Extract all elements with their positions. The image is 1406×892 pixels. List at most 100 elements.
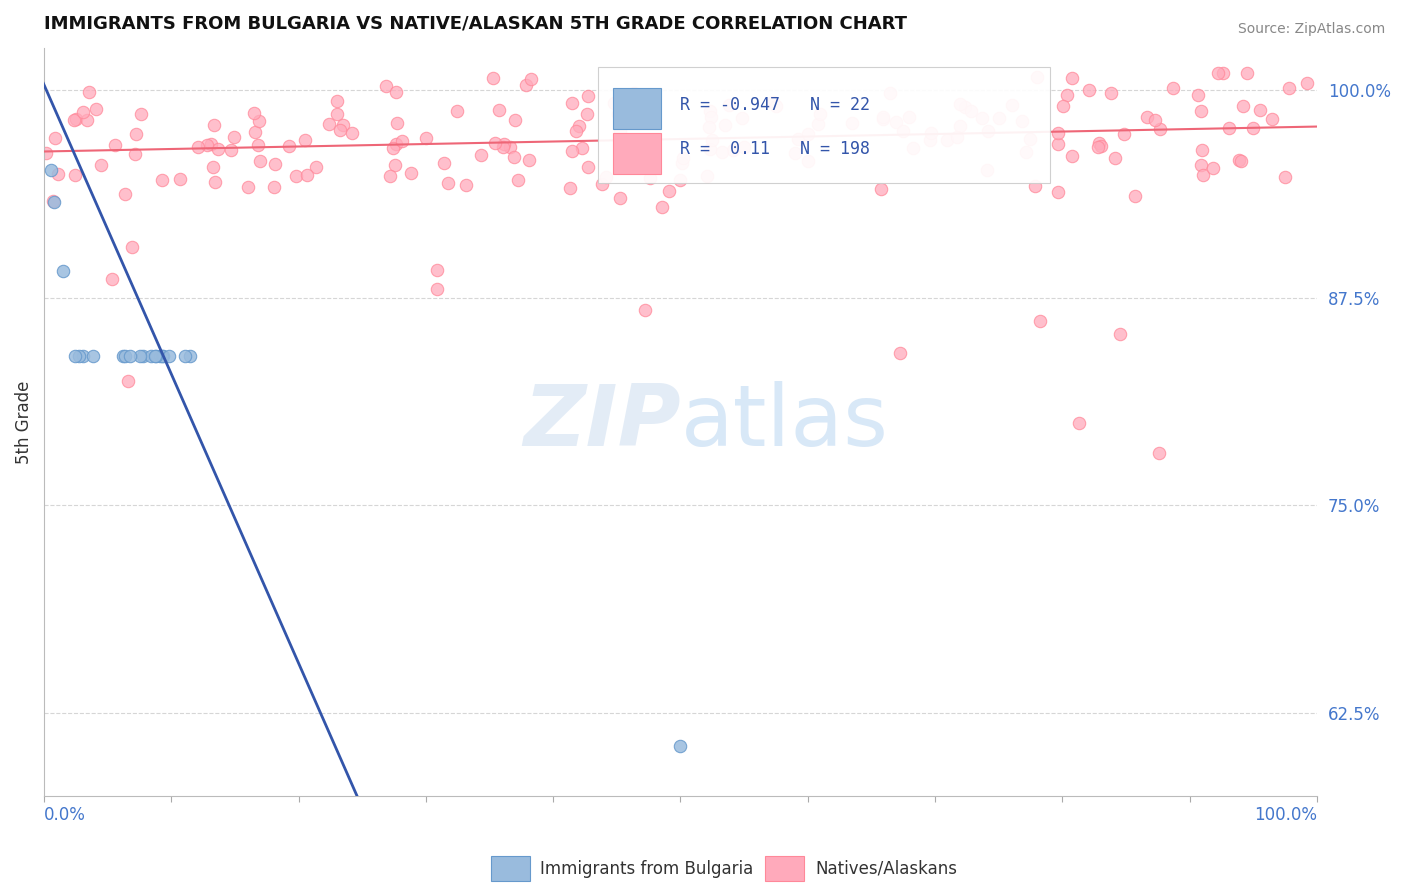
Bar xyxy=(613,87,661,128)
Point xyxy=(568,120,591,134)
Point xyxy=(619,134,641,148)
Point xyxy=(63,168,86,182)
Point xyxy=(603,95,626,110)
Point xyxy=(1236,66,1258,80)
Point xyxy=(72,105,94,120)
Point xyxy=(76,113,98,128)
Point xyxy=(1212,66,1234,80)
Point xyxy=(72,349,94,363)
Point xyxy=(1011,113,1033,128)
Point xyxy=(1296,76,1319,90)
Point xyxy=(39,163,62,178)
Point xyxy=(920,126,942,140)
Point xyxy=(1025,70,1047,85)
Point xyxy=(558,181,581,195)
Point xyxy=(897,110,920,124)
Point xyxy=(117,374,139,388)
Point xyxy=(329,122,352,136)
Point xyxy=(571,141,593,155)
Point xyxy=(1123,188,1146,202)
Point xyxy=(609,191,631,205)
Point xyxy=(696,169,718,183)
Point xyxy=(82,349,104,363)
Point xyxy=(1046,136,1069,151)
Point xyxy=(242,106,264,120)
Point xyxy=(972,111,994,125)
Point xyxy=(224,129,246,144)
Point xyxy=(391,134,413,148)
Point xyxy=(195,138,218,153)
Point xyxy=(145,349,167,363)
Point xyxy=(841,116,863,130)
Point xyxy=(1078,83,1101,97)
Point xyxy=(505,112,527,127)
Text: Natives/Alaskans: Natives/Alaskans xyxy=(815,860,957,878)
Point xyxy=(1149,122,1171,136)
Point xyxy=(499,140,522,154)
Point xyxy=(621,152,644,166)
Y-axis label: 5th Grade: 5th Grade xyxy=(15,381,32,464)
Point xyxy=(114,187,136,202)
Point xyxy=(988,111,1011,125)
Point xyxy=(669,739,692,754)
Point xyxy=(1001,98,1024,112)
Point xyxy=(79,85,101,99)
Point xyxy=(671,156,693,170)
Point xyxy=(1135,111,1157,125)
Point xyxy=(46,167,69,181)
Point xyxy=(711,145,734,160)
Point xyxy=(515,78,537,93)
Point xyxy=(385,116,408,130)
Point xyxy=(503,150,526,164)
Point xyxy=(628,93,651,107)
Point xyxy=(454,178,477,192)
Point xyxy=(488,103,510,117)
Point xyxy=(765,99,787,113)
Point xyxy=(150,349,173,363)
Point xyxy=(669,173,692,187)
Point xyxy=(575,107,598,121)
Point xyxy=(243,125,266,139)
Point xyxy=(69,349,91,363)
Point xyxy=(436,177,458,191)
Point xyxy=(672,151,695,165)
Point xyxy=(1241,121,1264,136)
Point xyxy=(1109,327,1132,342)
Text: 100.0%: 100.0% xyxy=(1254,806,1317,824)
Point xyxy=(1090,138,1112,153)
Point xyxy=(247,114,270,128)
Point xyxy=(385,137,408,152)
Point xyxy=(948,96,970,111)
Point xyxy=(617,102,640,116)
Point xyxy=(326,94,349,108)
Point xyxy=(399,166,422,180)
Point xyxy=(920,133,942,147)
Point xyxy=(1047,185,1070,199)
Point xyxy=(125,127,148,141)
Point xyxy=(44,131,66,145)
Point xyxy=(179,349,201,363)
Point xyxy=(35,146,58,161)
Point xyxy=(129,349,152,363)
Point xyxy=(1189,104,1212,119)
Point xyxy=(1024,178,1046,193)
Point xyxy=(884,115,907,129)
Point xyxy=(1047,126,1070,140)
Point xyxy=(426,281,449,295)
Point xyxy=(204,175,226,189)
Point xyxy=(249,153,271,168)
Point xyxy=(1104,151,1126,165)
Point xyxy=(263,179,285,194)
Point xyxy=(118,349,141,363)
Point xyxy=(187,140,209,154)
Point xyxy=(295,168,318,182)
Point xyxy=(62,112,84,127)
Point xyxy=(470,148,492,162)
Text: IMMIGRANTS FROM BULGARIA VS NATIVE/ALASKAN 5TH GRADE CORRELATION CHART: IMMIGRANTS FROM BULGARIA VS NATIVE/ALASK… xyxy=(44,15,907,33)
Point xyxy=(169,172,191,186)
Point xyxy=(879,87,901,101)
Point xyxy=(641,107,664,121)
Point xyxy=(382,141,405,155)
Point xyxy=(294,132,316,146)
Point xyxy=(517,153,540,167)
